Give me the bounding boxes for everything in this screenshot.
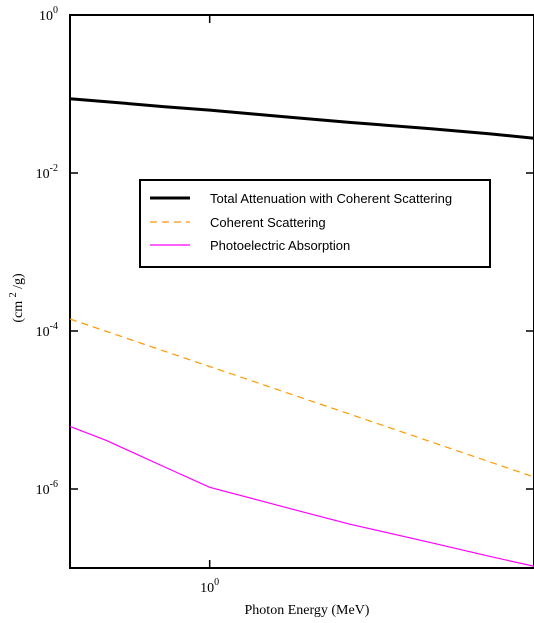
legend-label-photoelectric: Photoelectric Absorption (210, 238, 350, 253)
legend-box (139, 179, 491, 268)
y-axis-title-sup: 2 (8, 292, 19, 297)
y-tick-label-0: 100 (39, 5, 58, 24)
legend: Total Attenuation with Coherent Scatteri… (139, 179, 491, 268)
y-axis-title: (cm 2 /g) (5, 273, 26, 323)
axis-ticks: 100 10-2 10-4 10-6 100 (36, 5, 534, 596)
y-axis-title-prefix: (cm (11, 301, 26, 323)
y-tick-label-2: 10-4 (36, 321, 58, 340)
legend-label-total: Total Attenuation with Coherent Scatteri… (210, 191, 452, 206)
series-line-total-attenuation (69, 97, 534, 140)
legend-label-coherent: Coherent Scattering (210, 215, 326, 230)
x-tick-label-0: 100 (200, 577, 219, 596)
y-tick-label-1: 10-2 (36, 163, 58, 182)
x-axis-title: Photon Energy (MeV) (245, 603, 370, 618)
series-group (69, 97, 534, 567)
plot-frame (69, 14, 534, 569)
y-axis-title-suffix: /g) (11, 273, 26, 289)
series-line-photoelectric-absorption (69, 425, 534, 567)
series-line-coherent-scattering (69, 318, 534, 478)
y-tick-label-3: 10-6 (36, 479, 58, 498)
